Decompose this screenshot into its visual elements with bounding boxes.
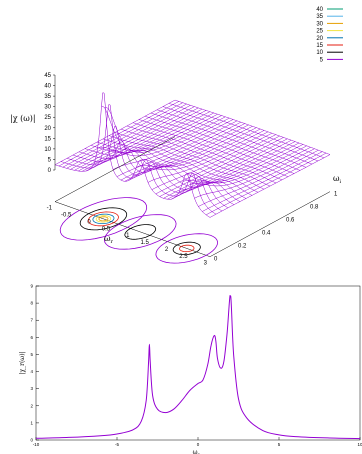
x-axis-label: ωr: [104, 234, 114, 245]
legend-label: 10: [316, 50, 323, 56]
legend-label: 25: [316, 29, 323, 35]
y-tick-label-2d: 2: [30, 403, 33, 408]
contour-projection: [59, 197, 219, 264]
x-axis-label-2d: ωr: [193, 449, 200, 454]
contour-30: [98, 216, 109, 222]
surface-line-wi: [156, 109, 313, 165]
y-tick-label-2d: 6: [30, 335, 33, 340]
surface-line-wi: [168, 103, 325, 159]
surface-line-wi: [114, 132, 271, 187]
surface-tick-labels: 051015202530354045-1-0.500.511.522.5300.…: [44, 73, 338, 267]
y-axis-label: ωi: [333, 174, 342, 185]
contour-20: [92, 213, 115, 224]
x-tick-label-2d: 5: [278, 442, 281, 447]
legend-label: 15: [316, 43, 323, 49]
legend-label: 5: [320, 57, 324, 63]
surface-line-wi: [150, 112, 307, 168]
y-tick-label-2d: 3: [30, 386, 33, 391]
surface-line-wi: [144, 115, 301, 171]
legend-label: 35: [316, 14, 323, 20]
surface-line-wi: [102, 138, 259, 193]
y-tick-label: 0.4: [262, 231, 271, 237]
y-tick-label: 0.2: [238, 244, 247, 250]
surface-line-wi: [54, 92, 211, 218]
y-tick-label-2d: 0: [30, 438, 33, 443]
surface-plot: 051015202530354045-1-0.500.511.522.5300.…: [10, 7, 343, 267]
z-tick-label: 15: [44, 136, 51, 142]
y-tick-label: 0.6: [286, 218, 295, 224]
z-tick-label: 10: [44, 147, 51, 153]
x-tick-label-2d: -10: [33, 442, 40, 447]
x-tick-label: 0: [87, 219, 91, 225]
legend-label: 20: [316, 36, 323, 42]
z-tick-label: 35: [44, 94, 51, 100]
y-tick-label-2d: 8: [30, 301, 33, 306]
z-tick-label: 40: [44, 84, 51, 90]
series-line: [35, 295, 361, 440]
contour-5: [155, 233, 219, 264]
z-tick-label: 45: [44, 73, 51, 79]
legend-label: 40: [316, 7, 323, 13]
x-tick-label: 1.5: [141, 240, 150, 246]
y-tick-label-2d: 1: [30, 420, 33, 425]
line-tick-labels: -10 -5 0 5 10 0 1 2 3 4 5 6 7 8 9: [30, 284, 362, 448]
x-tick-label: -1: [47, 206, 53, 212]
plot-frame: [35, 285, 361, 441]
surface-line-wi: [90, 145, 247, 199]
x-tick-label-2d: 0: [197, 442, 200, 447]
surface-grid-y: [54, 92, 331, 218]
contour-5: [103, 214, 177, 250]
y-tick-label-2d: 5: [30, 352, 33, 357]
surface-line-wi: [78, 147, 235, 205]
y-tick-label: 0: [214, 257, 218, 263]
contour-25: [95, 215, 112, 223]
contour-15: [179, 244, 195, 253]
x-tick-label: 0.5: [102, 226, 111, 232]
legend-label: 30: [316, 21, 323, 27]
x-tick-label: 2.5: [179, 254, 188, 260]
z-tick-label: 20: [44, 126, 51, 132]
surface-line-wi: [162, 106, 319, 162]
surface-line-wi: [60, 104, 217, 215]
x-tick-label-2d: -5: [115, 442, 119, 447]
y-axis-label-2d: |χ_r(ω)|: [19, 351, 26, 374]
z-tick-label: 5: [48, 157, 52, 163]
surface-axes-box: [54, 75, 331, 257]
floor-edges: [54, 136, 331, 257]
x-tick-label: -0.5: [61, 213, 72, 219]
surface-line-wi: [126, 125, 283, 181]
z-axis-label: |χ (ω)|: [10, 114, 36, 123]
surface-line-wi: [138, 119, 295, 174]
contour-10: [79, 207, 128, 231]
contour-5: [59, 197, 148, 241]
z-tick-label: 25: [44, 115, 51, 121]
y-tick-label-2d: 7: [30, 318, 33, 323]
x-tick-label: 2: [165, 247, 169, 253]
surface-line-wi: [96, 141, 253, 196]
y-tick-label-2d: 9: [30, 284, 33, 289]
line-plot: -10 -5 0 5 10 0 1 2 3 4 5 6 7 8 9 |χ_r(ω)| ωr: [19, 284, 362, 454]
contour-15: [87, 211, 119, 227]
z-tick-label: 30: [44, 105, 51, 111]
z-tick-label: 0: [48, 168, 52, 174]
y-tick-label-2d: 4: [30, 369, 33, 374]
surface-line-wi: [84, 148, 241, 202]
surface-grid-x: [54, 99, 331, 218]
surface-line-wi: [174, 99, 331, 155]
contour-10: [172, 241, 201, 255]
x-tick-label: 3: [204, 261, 208, 267]
x-tick-label-2d: 10: [357, 442, 362, 447]
contour-10: [124, 224, 157, 240]
x-tick-label: 1: [126, 233, 130, 239]
surface-line-wi: [132, 122, 289, 177]
y-tick-label: 1: [334, 192, 338, 198]
surface-line-wi: [108, 135, 265, 190]
y-tick-label: 0.8: [310, 205, 319, 211]
surface-line-wi: [120, 128, 277, 184]
